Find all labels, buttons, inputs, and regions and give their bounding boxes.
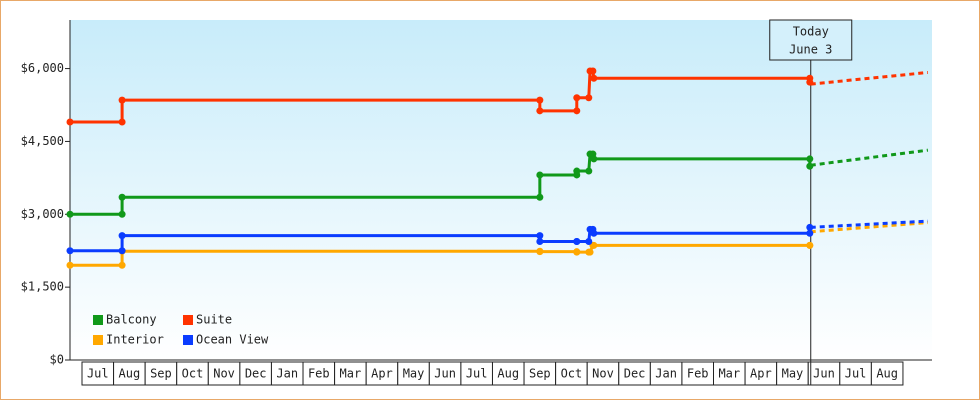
point [573, 167, 581, 175]
point [590, 74, 598, 82]
point [806, 155, 814, 163]
x-tick-label: Mar [340, 367, 362, 381]
x-tick-label: May [403, 367, 425, 381]
legend-swatch [183, 315, 193, 325]
point [536, 232, 544, 240]
legend-label: Suite [196, 313, 232, 327]
point [589, 67, 597, 75]
x-tick-label: Aug [876, 367, 898, 381]
x-tick-label: Dec [245, 367, 267, 381]
x-tick-label: Nov [592, 367, 614, 381]
y-tick-label: $3,000 [21, 207, 64, 221]
point [536, 193, 544, 201]
point [590, 241, 598, 249]
x-tick-label: Sep [529, 367, 551, 381]
x-tick-label: Jun [813, 367, 835, 381]
point [806, 229, 814, 237]
forecast-line [810, 221, 929, 234]
x-tick-label: Jan [276, 367, 298, 381]
x-tick-label: Apr [371, 367, 393, 381]
x-tick-label: Jul [87, 367, 109, 381]
y-tick-label: $6,000 [21, 61, 64, 75]
legend-label: Interior [106, 333, 164, 347]
x-tick-label: Feb [308, 367, 330, 381]
point [66, 210, 74, 218]
point [573, 94, 581, 102]
x-tick-label: May [782, 367, 804, 381]
y-tick-label: $0 [50, 353, 64, 367]
point [536, 248, 544, 256]
y-tick-label: $4,500 [21, 134, 64, 148]
legend-swatch [93, 335, 103, 345]
point [573, 248, 581, 256]
legend-label: Balcony [106, 313, 157, 327]
x-tick-label: Jul [845, 367, 867, 381]
point [536, 171, 544, 179]
legend-swatch [183, 335, 193, 345]
point [66, 261, 74, 269]
x-tick-label: Jul [466, 367, 488, 381]
point [118, 193, 126, 201]
point [585, 94, 593, 102]
point [573, 237, 581, 245]
x-tick-cell [870, 361, 904, 386]
x-tick-label: Oct [182, 367, 204, 381]
point [536, 96, 544, 104]
forecast-line [810, 70, 929, 86]
legend-label: Ocean View [196, 333, 269, 347]
today-label: Today [793, 25, 829, 39]
point [66, 247, 74, 255]
point [118, 96, 126, 104]
legend-swatch [93, 315, 103, 325]
x-tick-label: Apr [750, 367, 772, 381]
point [806, 241, 814, 249]
point [118, 247, 126, 255]
y-tick-label: $1,500 [21, 280, 64, 294]
point [585, 167, 593, 175]
forecast-line [810, 219, 928, 229]
point [806, 223, 814, 231]
point [590, 229, 598, 237]
x-tick-label: Aug [119, 367, 141, 381]
point [118, 210, 126, 218]
point [806, 162, 814, 170]
point [806, 78, 814, 86]
x-tick-label: Mar [718, 367, 740, 381]
x-tick-label: Nov [213, 367, 235, 381]
x-tick-label: Feb [687, 367, 709, 381]
point [118, 118, 126, 126]
x-tick-label: Dec [624, 367, 646, 381]
point [118, 261, 126, 269]
today-box [769, 19, 853, 61]
point [585, 237, 593, 245]
point [536, 107, 544, 115]
point [590, 155, 598, 163]
x-tick-label: Aug [497, 367, 519, 381]
x-tick-label: Oct [561, 367, 583, 381]
plot-area [70, 20, 932, 360]
point [536, 237, 544, 245]
forecast-line [810, 148, 929, 167]
point [586, 248, 594, 256]
x-tick-label: Jun [434, 367, 456, 381]
x-tick-label: Jan [655, 367, 677, 381]
point [573, 107, 581, 115]
point [66, 118, 74, 126]
x-tick-label: Sep [150, 367, 172, 381]
point [118, 232, 126, 240]
today-label: June 3 [789, 43, 832, 57]
